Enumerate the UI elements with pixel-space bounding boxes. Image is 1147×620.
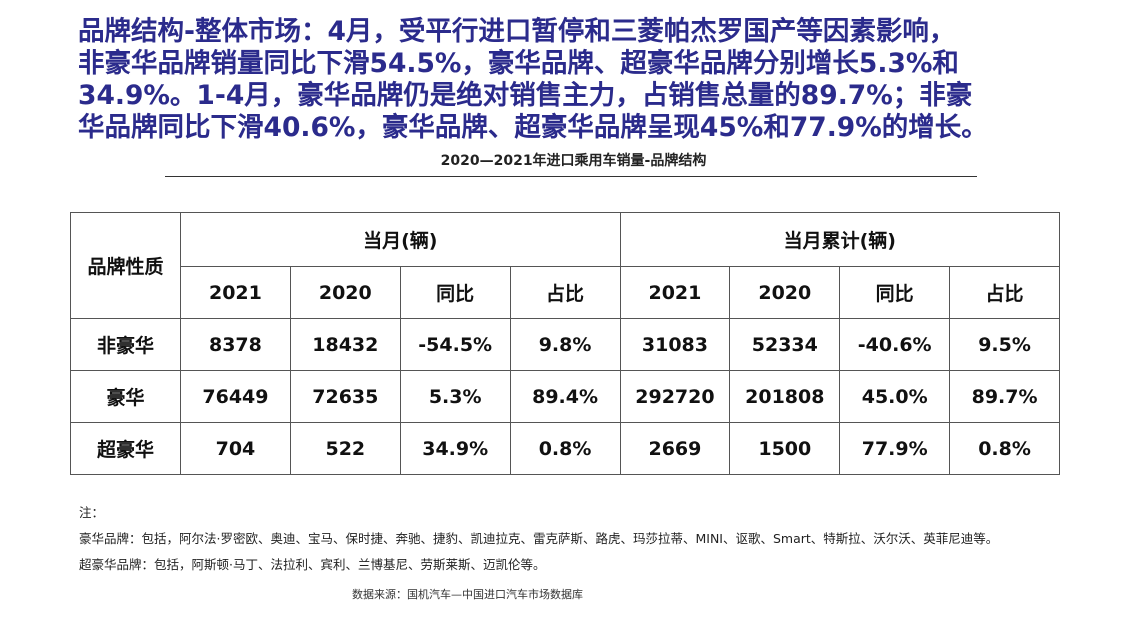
table-cell: 9.8% (509, 318, 621, 371)
table-cell: 0.8% (949, 422, 1060, 475)
notes-heading: 注： (79, 505, 105, 520)
row-header-cell: 品牌性质 (70, 212, 181, 319)
subheader-cell: 2020 (289, 266, 401, 319)
table-cell: 2669 (619, 422, 731, 475)
table-cell: 292720 (619, 370, 731, 423)
brand-structure-table: 品牌性质 当月(辆) 当月累计(辆) 2021 2020 同比 占比 2021 … (70, 212, 1060, 475)
table-cell: 89.7% (949, 370, 1060, 423)
table-cell: -54.5% (399, 318, 511, 371)
row-label: 非豪华 (70, 318, 181, 371)
subheader-cell: 占比 (949, 266, 1060, 319)
subheader-cell: 同比 (399, 266, 511, 319)
table-cell: 45.0% (839, 370, 951, 423)
table-cell: 1500 (729, 422, 841, 475)
group-header-ytd: 当月累计(辆) (619, 212, 1060, 267)
table-row: 超豪华 704 522 34.9% 0.8% 2669 1500 77.9% 0… (70, 422, 1060, 475)
table-header-row: 品牌性质 当月(辆) 当月累计(辆) (70, 212, 1060, 319)
table-cell: 34.9% (399, 422, 511, 475)
group-header-month: 当月(辆) (180, 212, 621, 267)
notes: 注： 豪华品牌：包括，阿尔法·罗密欧、奥迪、宝马、保时捷、奔驰、捷豹、凯迪拉克、… (79, 500, 1139, 578)
headline: 品牌结构-整体市场：4月，受平行进口暂停和三菱帕杰罗国产等因素影响， 非豪华品牌… (78, 16, 1138, 144)
table-cell: 18432 (289, 318, 401, 371)
table-cell: 9.5% (949, 318, 1060, 371)
table-cell: 72635 (289, 370, 401, 423)
table-subheader-row: 2021 2020 同比 占比 2021 2020 同比 占比 (71, 266, 1060, 319)
data-source: 数据来源：国机汽车—中国进口汽车市场数据库 (352, 588, 583, 601)
table-cell: 0.8% (509, 422, 621, 475)
notes-luxury-brands: 豪华品牌：包括，阿尔法·罗密欧、奥迪、宝马、保时捷、奔驰、捷豹、凯迪拉克、雷克萨… (79, 531, 999, 546)
table-cell: 52334 (729, 318, 841, 371)
subheader-cell: 2021 (180, 266, 291, 319)
table-cell: 89.4% (509, 370, 621, 423)
table-cell: 77.9% (839, 422, 951, 475)
row-label: 超豪华 (70, 422, 181, 475)
title-divider (165, 176, 977, 177)
table-row: 豪华 76449 72635 5.3% 89.4% 292720 201808 … (70, 370, 1060, 423)
table-row: 非豪华 8378 18432 -54.5% 9.8% 31083 52334 -… (70, 318, 1060, 371)
table-title: 2020—2021年进口乘用车销量-品牌结构 (440, 153, 707, 169)
table-cell: 31083 (619, 318, 731, 371)
headline-line: 34.9%。1-4月，豪华品牌仍是绝对销售主力，占销售总量的89.7%；非豪 (78, 80, 973, 111)
headline-line: 非豪华品牌销量同比下滑54.5%，豪华品牌、超豪华品牌分别增长5.3%和 (78, 48, 959, 79)
subheader-cell: 同比 (839, 266, 951, 319)
table-cell: 76449 (180, 370, 291, 423)
table-cell: 704 (180, 422, 291, 475)
subheader-cell: 2021 (619, 266, 731, 319)
headline-line: 华品牌同比下滑40.6%，豪华品牌、超豪华品牌呈现45%和77.9%的增长。 (78, 112, 988, 143)
table-cell: 5.3% (399, 370, 511, 423)
row-label: 豪华 (70, 370, 181, 423)
notes-super-luxury-brands: 超豪华品牌：包括，阿斯顿·马丁、法拉利、宾利、兰博基尼、劳斯莱斯、迈凯伦等。 (79, 557, 546, 572)
table-cell: 8378 (180, 318, 291, 371)
table-cell: 201808 (729, 370, 841, 423)
headline-line: 品牌结构-整体市场：4月，受平行进口暂停和三菱帕杰罗国产等因素影响， (78, 16, 956, 47)
table-cell: 522 (289, 422, 401, 475)
subheader-cell: 2020 (729, 266, 841, 319)
subheader-cell: 占比 (509, 266, 621, 319)
table-cell: -40.6% (839, 318, 951, 371)
